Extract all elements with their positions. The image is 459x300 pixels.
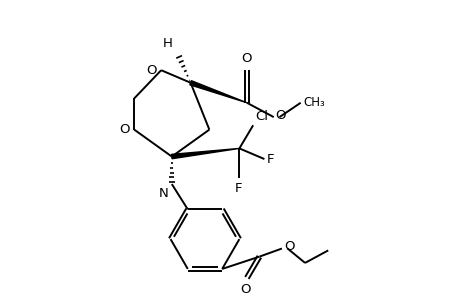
Polygon shape (190, 81, 246, 103)
Text: O: O (240, 283, 250, 296)
Text: F: F (234, 182, 241, 195)
Text: N: N (159, 187, 168, 200)
Text: H: H (163, 37, 173, 50)
Polygon shape (171, 148, 239, 159)
Text: O: O (283, 239, 294, 253)
Text: O: O (119, 123, 129, 136)
Text: F: F (266, 153, 274, 166)
Text: O: O (241, 52, 252, 65)
Text: CH₃: CH₃ (302, 96, 324, 109)
Text: O: O (146, 64, 157, 77)
Text: O: O (275, 109, 285, 122)
Text: Cl: Cl (255, 110, 268, 123)
